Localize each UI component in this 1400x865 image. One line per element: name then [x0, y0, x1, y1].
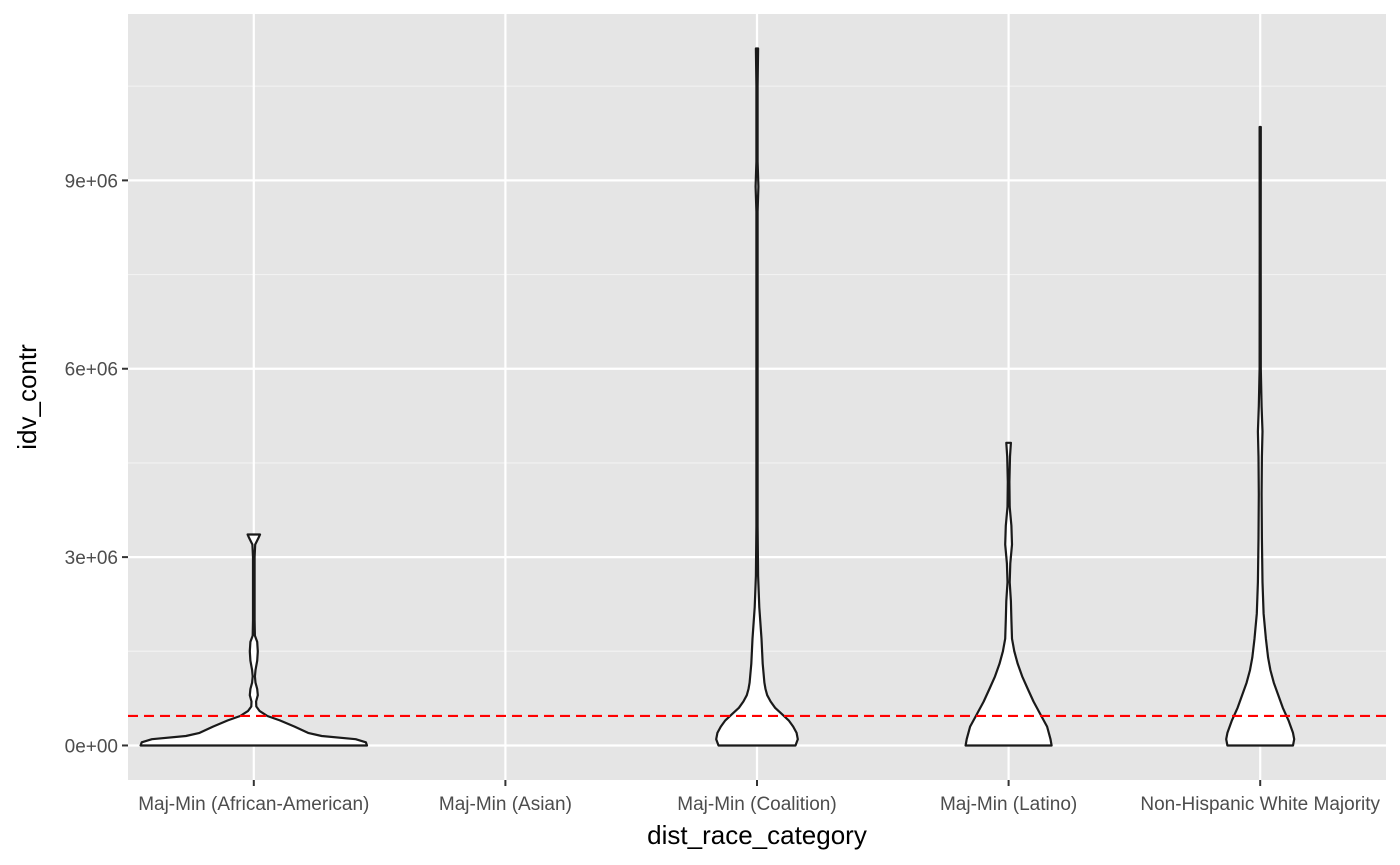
- violin-5: [1225, 125, 1296, 747]
- x-axis: Maj-Min (African-American) Maj-Min (Asian…: [138, 780, 1381, 815]
- violin-4: [964, 441, 1053, 747]
- y-tick-label: 0e+00: [65, 736, 118, 757]
- y-axis: 0e+00 3e+06 6e+06 9e+06: [65, 171, 128, 757]
- y-tick-label: 3e+06: [65, 548, 118, 569]
- y-tick-label: 6e+06: [65, 360, 118, 381]
- y-axis-title: idv_contr: [12, 344, 42, 450]
- x-tick-label: Non-Hispanic White Majority: [1140, 794, 1380, 815]
- x-tick-label: Maj-Min (Asian): [439, 794, 572, 815]
- y-tick-label: 9e+06: [65, 171, 118, 192]
- x-tick-label: Maj-Min (Latino): [940, 794, 1077, 815]
- x-tick-label: Maj-Min (Coalition): [677, 794, 836, 815]
- violin-layer: [139, 47, 1296, 747]
- violin-3: [715, 47, 799, 747]
- violin-1: [139, 533, 369, 747]
- x-axis-title: dist_race_category: [647, 820, 867, 850]
- x-tick-label: Maj-Min (African-American): [138, 794, 369, 815]
